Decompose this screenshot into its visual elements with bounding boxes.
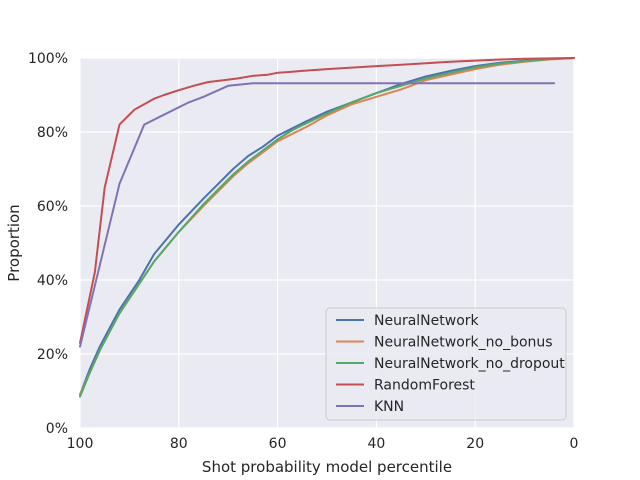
series-line-neuralnetwork-no-dropout [79, 57, 575, 398]
y-tick-label: 20% [37, 347, 68, 363]
legend-label: NeuralNetwork [374, 313, 480, 329]
legend-box [325, 307, 567, 421]
y-tick-label: 60% [37, 199, 68, 215]
grid-layer [79, 57, 575, 429]
x-tick-label: 80 [170, 436, 188, 452]
x-tick-label: 0 [570, 436, 579, 452]
x-tick-label: 20 [466, 436, 484, 452]
y-tick-label: 40% [37, 273, 68, 289]
y-tick-label: 100% [28, 51, 68, 67]
y-tick-label: 80% [37, 125, 68, 141]
x-tick-label: 100 [67, 436, 94, 452]
series-line-randomforest [79, 57, 575, 344]
legend-label: NeuralNetwork_no_bonus [374, 335, 553, 351]
legend-label: RandomForest [374, 378, 475, 394]
legend-label: KNN [374, 399, 404, 415]
series-line-neuralnetwork [79, 57, 575, 396]
x-tick-label: 60 [269, 436, 287, 452]
series-layer [79, 57, 575, 398]
series-line-knn [79, 82, 556, 348]
y-tick-label: 0% [46, 421, 68, 437]
x-axis-ticks: 100 80 60 40 20 0 [67, 436, 579, 452]
y-axis-ticks: 0% 20% 40% 60% 80% 100% [28, 51, 68, 437]
legend-label: NeuralNetwork_no_dropout [374, 356, 565, 372]
x-tick-label: 40 [367, 436, 385, 452]
legend: NeuralNetwork NeuralNetwork_no_bonus Neura… [325, 307, 567, 421]
x-axis-label: Shot probability model percentile [202, 458, 452, 476]
y-axis-label: Proportion [5, 204, 23, 281]
